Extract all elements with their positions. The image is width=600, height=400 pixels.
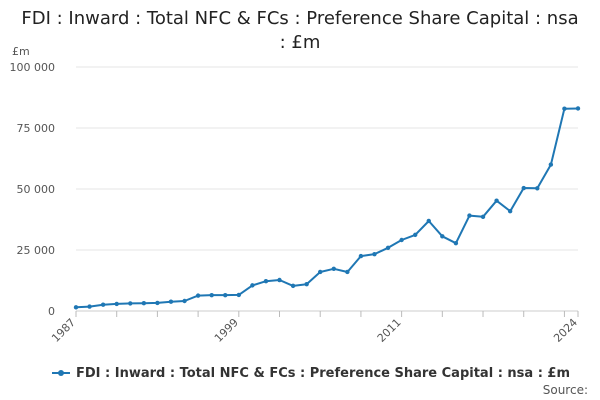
data-point xyxy=(209,292,214,298)
data-point xyxy=(372,251,377,257)
data-point xyxy=(535,186,540,191)
data-point xyxy=(521,185,526,191)
data-point xyxy=(182,298,187,304)
data-point xyxy=(87,304,92,309)
data-point xyxy=(358,253,364,259)
data-point xyxy=(304,281,309,287)
data-point xyxy=(250,283,255,288)
legend-series-label: FDI : Inward : Total NFC & FCs : Prefere… xyxy=(76,365,571,381)
data-point xyxy=(467,213,472,218)
data-point xyxy=(453,240,459,246)
data-point xyxy=(426,218,431,224)
x-tick-label: 2011 xyxy=(375,316,404,345)
x-tick-label: 1999 xyxy=(212,316,241,345)
series-line xyxy=(75,107,579,309)
data-point xyxy=(385,245,391,251)
data-point xyxy=(440,234,445,239)
data-point xyxy=(345,269,350,275)
y-axis-unit-label: £m xyxy=(12,45,30,58)
data-point xyxy=(290,283,296,289)
data-point xyxy=(195,293,201,298)
y-tick-label: 50 000 xyxy=(17,183,56,196)
y-tick-label: 25 000 xyxy=(17,244,56,257)
data-point xyxy=(128,301,133,306)
data-point xyxy=(399,237,404,243)
data-point xyxy=(223,292,228,298)
data-point xyxy=(263,279,269,284)
data-point xyxy=(73,305,79,310)
data-point xyxy=(494,198,499,203)
legend[interactable]: FDI : Inward : Total NFC & FCs : Prefere… xyxy=(52,363,570,383)
legend-line-marker-icon xyxy=(52,367,70,379)
data-point xyxy=(114,301,119,307)
data-point xyxy=(155,300,160,306)
data-point xyxy=(480,214,486,220)
data-point xyxy=(331,266,336,271)
chart-title: FDI : Inward : Total NFC & FCs : Prefere… xyxy=(21,8,579,53)
x-tick-label: 1987 xyxy=(49,316,78,345)
y-tick-label: 0 xyxy=(48,305,55,318)
x-tick-label: 2024 xyxy=(551,316,580,345)
data-point xyxy=(100,302,106,307)
data-point xyxy=(575,106,581,111)
data-point xyxy=(168,299,174,304)
data-point xyxy=(277,277,282,283)
data-point xyxy=(412,232,418,238)
y-tick-label: 75 000 xyxy=(17,122,56,135)
data-point xyxy=(548,162,554,167)
data-point xyxy=(507,209,513,214)
source-label: Source: xyxy=(542,383,588,397)
y-tick-label: 100 000 xyxy=(10,61,56,74)
data-point xyxy=(318,269,323,275)
data-point xyxy=(562,106,567,111)
data-point xyxy=(236,292,242,298)
data-point xyxy=(141,300,147,306)
